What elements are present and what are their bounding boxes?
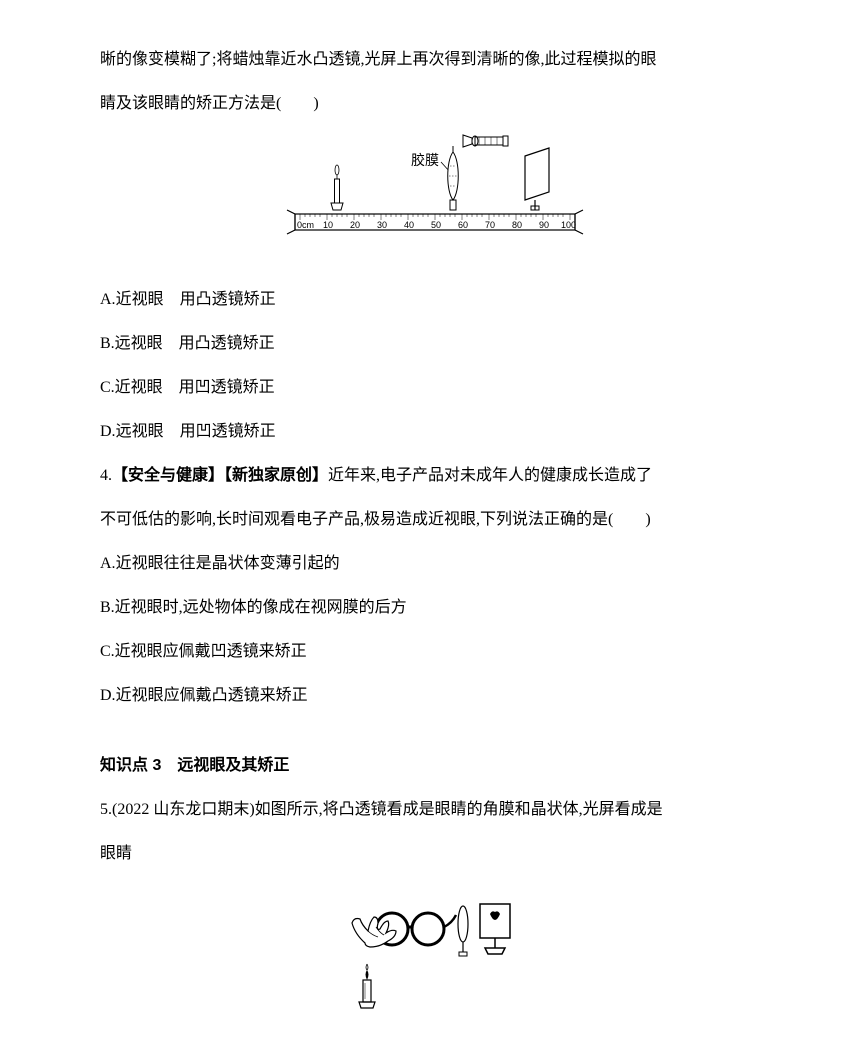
svg-text:70: 70	[485, 220, 495, 230]
q3-option-a-text: 近视眼 用凸透镜矫正	[116, 291, 276, 308]
q4-tag2: 【新独家原创】	[224, 467, 328, 484]
q3-figure: 胶膜	[100, 132, 770, 268]
svg-text:20: 20	[350, 220, 360, 230]
svg-text:10: 10	[323, 220, 333, 230]
q4-option-b-text: 近视眼时,远处物体的像成在视网膜的后方	[115, 599, 407, 616]
q3-option-b-text: 远视眼 用凸透镜矫正	[115, 335, 275, 352]
svg-text:0cm: 0cm	[297, 220, 314, 230]
q4-option-a: A.近视眼往往是晶状体变薄引起的	[100, 544, 770, 584]
q5-stem-line2: 眼睛	[100, 834, 770, 874]
q4-stem-line1: 4.【安全与健康】【新独家原创】近年来,电子产品对未成年人的健康成长造成了	[100, 456, 770, 496]
q4-tag1: 【安全与健康】	[112, 467, 224, 484]
glasses-experiment-diagram	[335, 884, 535, 1014]
q3-option-c-text: 近视眼 用凹透镜矫正	[115, 379, 275, 396]
q3-option-d: D.远视眼 用凹透镜矫正	[100, 412, 770, 452]
svg-text:50: 50	[431, 220, 441, 230]
svg-text:80: 80	[512, 220, 522, 230]
q4-stem-part1: 近年来,电子产品对未成年人的健康成长造成了	[328, 467, 652, 484]
q4-option-d-text: 近视眼应佩戴凸透镜来矫正	[116, 687, 308, 704]
optical-bench-diagram: 胶膜	[265, 132, 605, 252]
svg-text:40: 40	[404, 220, 414, 230]
q5-number: 5.	[100, 801, 112, 818]
q5-stem-line1: 5.(2022 山东龙口期末)如图所示,将凸透镜看成是眼睛的角膜和晶状体,光屏看…	[100, 790, 770, 830]
q3-continuation-line2: 睛及该眼睛的矫正方法是( )	[100, 84, 770, 124]
q5-stem-part1: 如图所示,将凸透镜看成是眼睛的角膜和晶状体,光屏看成是	[255, 801, 663, 818]
q4-option-d: D.近视眼应佩戴凸透镜来矫正	[100, 676, 770, 716]
q5-figure	[100, 884, 770, 1030]
q4-option-c: C.近视眼应佩戴凹透镜来矫正	[100, 632, 770, 672]
q3-option-a: A.近视眼 用凸透镜矫正	[100, 280, 770, 320]
section3-heading: 知识点 3 远视眼及其矫正	[100, 746, 770, 786]
q5-source: (2022 山东龙口期末)	[112, 801, 255, 818]
svg-text:30: 30	[377, 220, 387, 230]
q4-option-a-text: 近视眼往往是晶状体变薄引起的	[116, 555, 340, 572]
q3-option-c: C.近视眼 用凹透镜矫正	[100, 368, 770, 408]
svg-text:60: 60	[458, 220, 468, 230]
q3-continuation-line1: 晰的像变模糊了;将蜡烛靠近水凸透镜,光屏上再次得到清晰的像,此过程模拟的眼	[100, 40, 770, 80]
label-jiaomo: 胶膜	[411, 152, 439, 169]
svg-text:100: 100	[561, 220, 576, 230]
q3-option-b: B.远视眼 用凸透镜矫正	[100, 324, 770, 364]
q4-option-b: B.近视眼时,远处物体的像成在视网膜的后方	[100, 588, 770, 628]
svg-text:90: 90	[539, 220, 549, 230]
q4-option-c-text: 近视眼应佩戴凹透镜来矫正	[115, 643, 307, 660]
q3-option-d-text: 远视眼 用凹透镜矫正	[116, 423, 276, 440]
q4-stem-line2: 不可低估的影响,长时间观看电子产品,极易造成近视眼,下列说法正确的是( )	[100, 500, 770, 540]
q4-number: 4.	[100, 467, 112, 484]
